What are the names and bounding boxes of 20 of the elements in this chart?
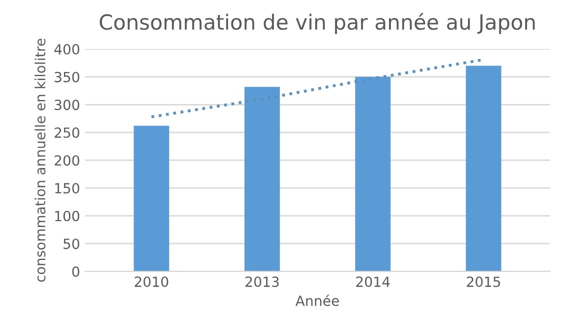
y-tick-label: 0 <box>72 266 80 277</box>
y-tick-label: 250 <box>54 127 80 138</box>
y-tick-label: 350 <box>54 72 80 82</box>
chart-title: Consommation de vin par année au Japon <box>100 12 535 34</box>
bar <box>134 126 170 272</box>
y-tick-label: 100 <box>55 210 80 222</box>
x-tick-label: 2013 <box>246 276 279 288</box>
x-tick-label: 2010 <box>134 276 168 288</box>
y-tick-label: 300 <box>54 100 80 110</box>
x-tick-label: 2014 <box>356 276 390 288</box>
x-tick-label: 2015 <box>466 276 500 288</box>
bar <box>244 86 280 272</box>
y-axis-title: consommation annuelle en kilolitre <box>34 38 46 282</box>
y-tick-label: 400 <box>54 44 80 55</box>
x-axis-title: Année <box>296 294 339 306</box>
bar <box>466 66 502 272</box>
y-tick-label: 200 <box>54 155 80 166</box>
y-tick-label: 150 <box>55 182 80 194</box>
y-tick-label: 50 <box>64 238 80 250</box>
bar <box>355 76 391 272</box>
